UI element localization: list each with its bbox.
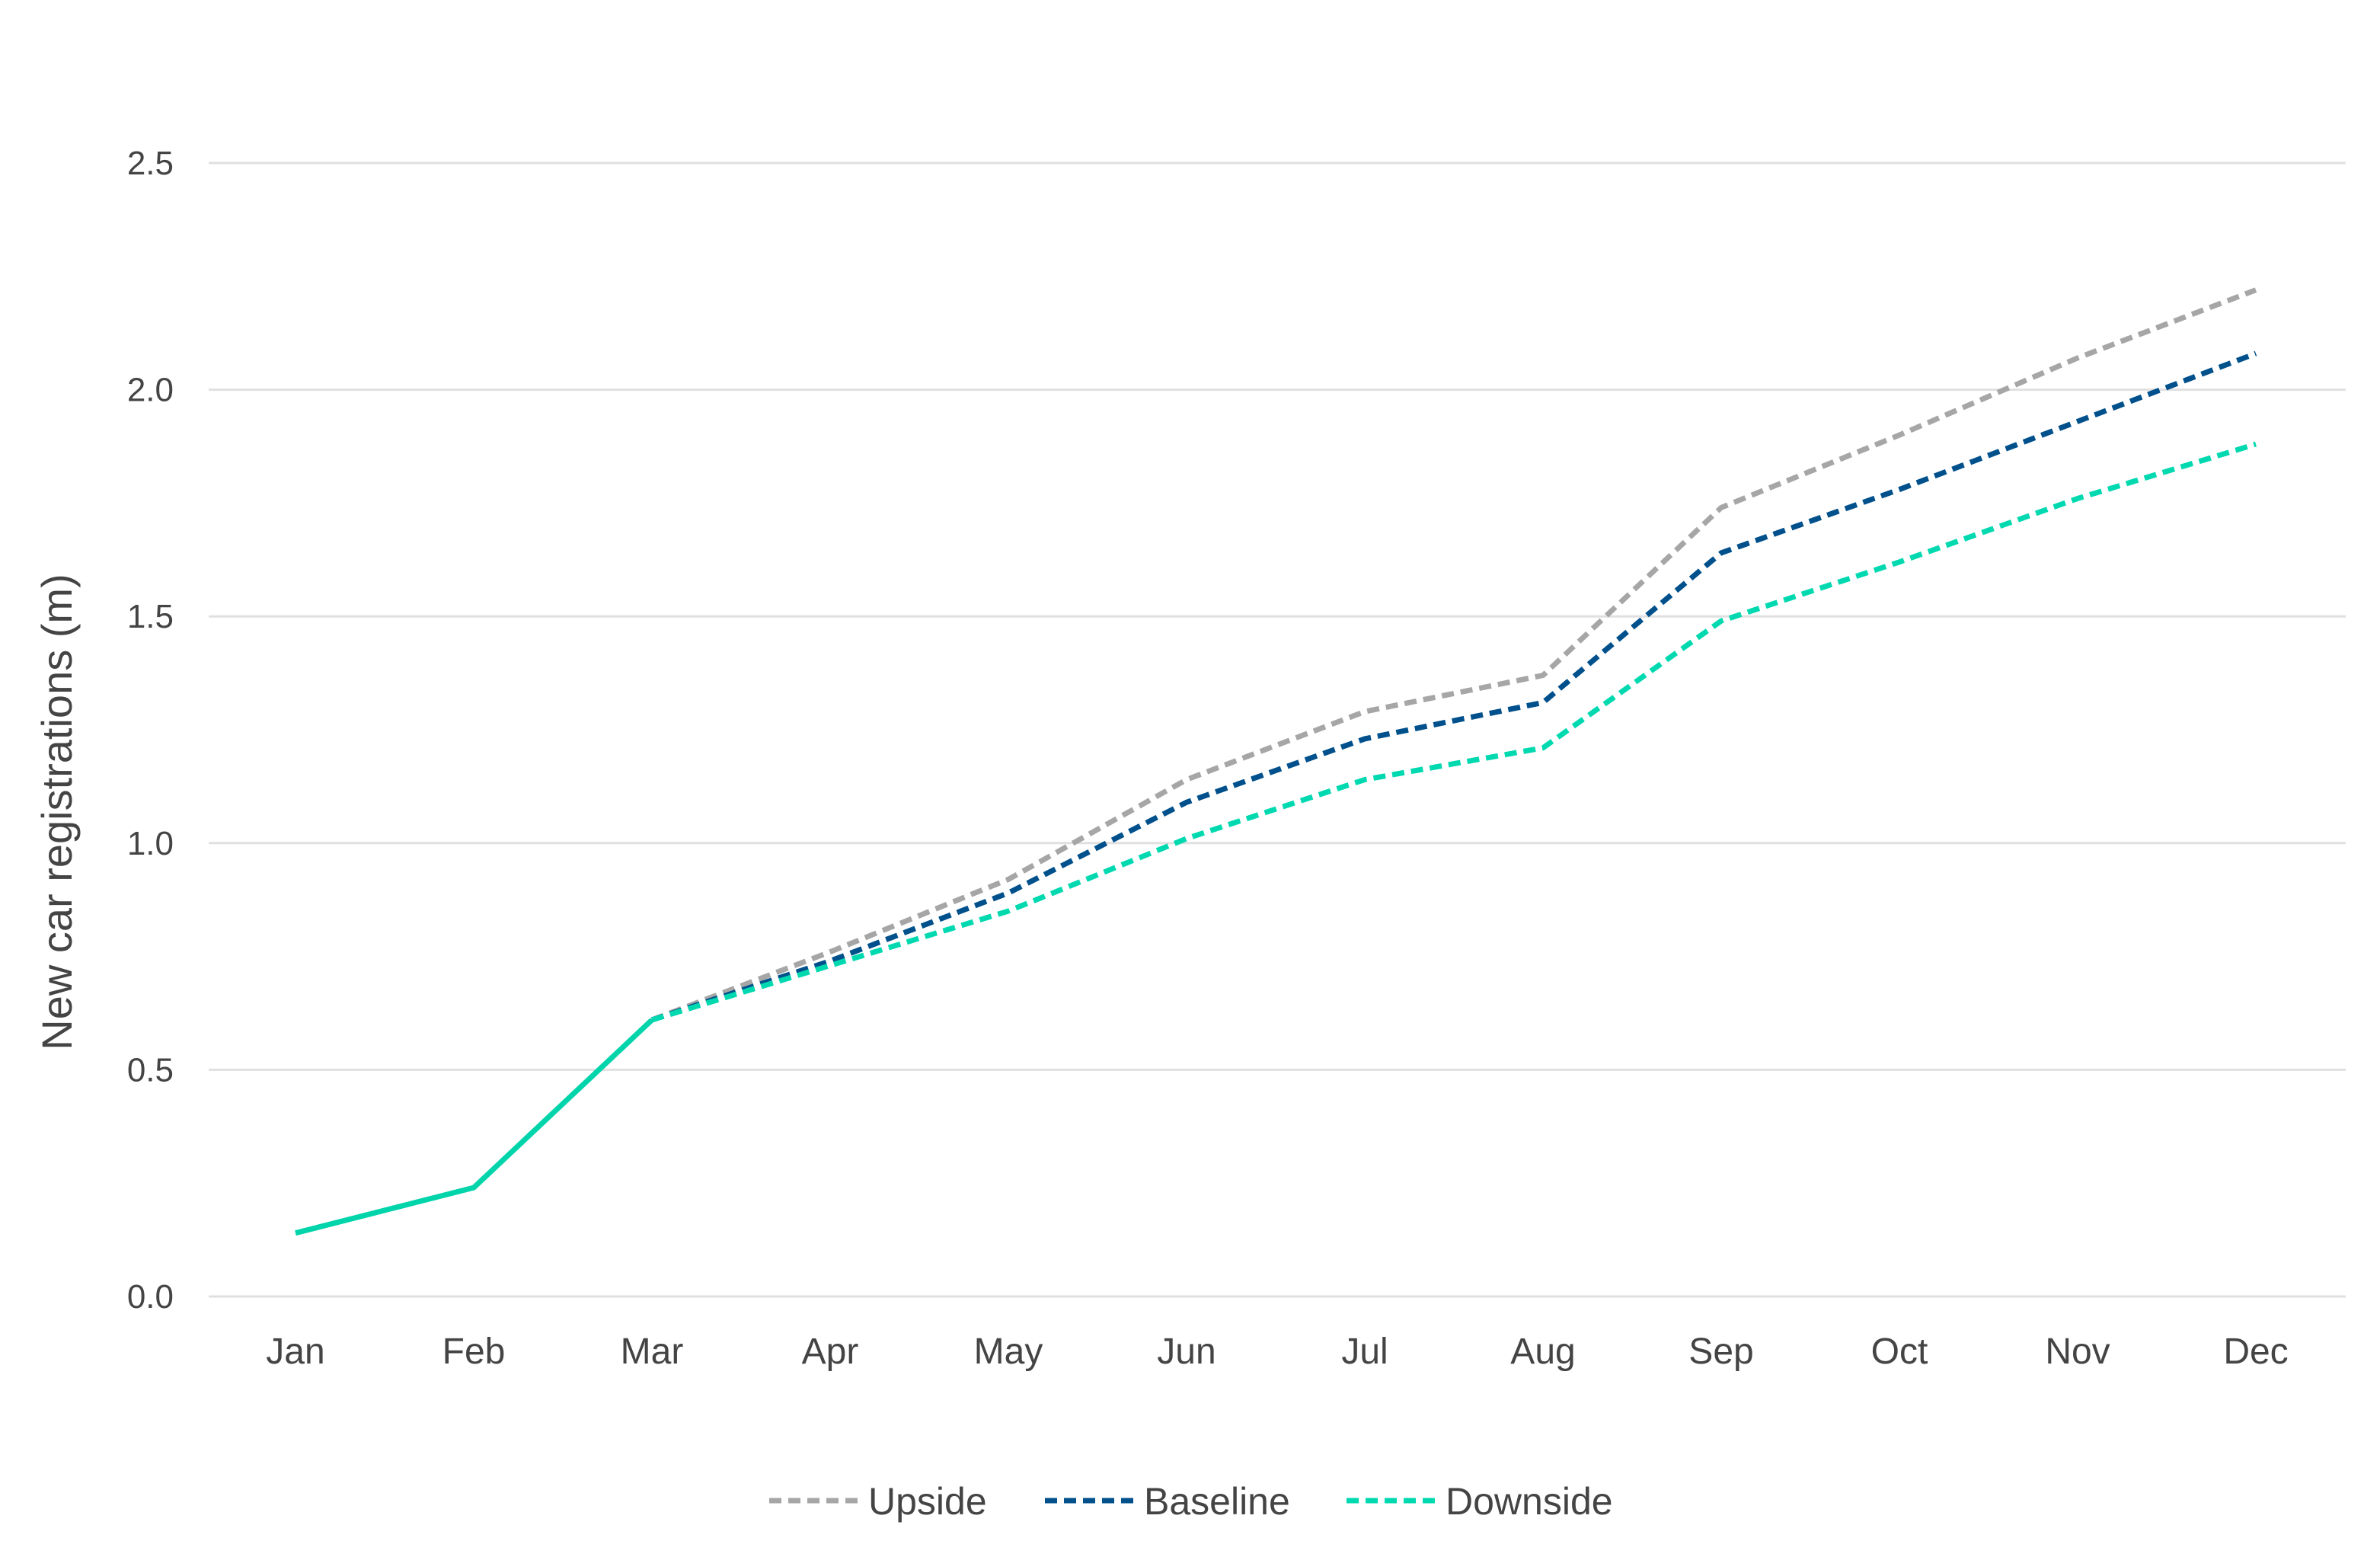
legend-label: Baseline <box>1144 1480 1290 1523</box>
y-tick-label: 1.0 <box>127 825 174 862</box>
x-tick-label: Aug <box>1510 1332 1575 1372</box>
y-axis-ticks: 0.0 0.5 1.0 1.5 2.0 2.5 <box>127 145 174 1316</box>
y-tick-label: 2.5 <box>127 145 174 182</box>
legend: Upside Baseline Downside <box>769 1480 1613 1523</box>
y-tick-label: 1.5 <box>127 598 174 635</box>
y-tick-label: 0.5 <box>127 1051 174 1089</box>
series-lines <box>295 287 2257 1236</box>
x-axis-ticks: Jan Feb Mar Apr May Jun Jul Aug Sep Oct Nov Dec <box>266 1332 2288 1372</box>
series-line-actual <box>295 1018 654 1236</box>
x-tick-label: Dec <box>2223 1332 2288 1372</box>
x-tick-label: May <box>974 1332 1043 1372</box>
series-line-downside <box>650 441 2257 1023</box>
series-line-baseline <box>650 350 2257 1023</box>
x-tick-label: Apr <box>802 1332 859 1372</box>
x-tick-label: Sep <box>1688 1332 1753 1372</box>
x-tick-label: Feb <box>442 1332 506 1372</box>
x-tick-label: Jun <box>1157 1332 1216 1372</box>
y-axis-label: New car registrations (m) <box>33 574 81 1050</box>
x-tick-label: Nov <box>2045 1332 2110 1372</box>
y-tick-label: 2.0 <box>127 372 174 409</box>
x-tick-label: Jan <box>266 1332 324 1372</box>
series-line-upside <box>650 287 2257 1023</box>
legend-label: Upside <box>868 1480 987 1523</box>
gridlines <box>209 161 2346 1298</box>
x-tick-label: Mar <box>621 1332 684 1372</box>
y-tick-label: 0.0 <box>127 1278 174 1316</box>
x-tick-label: Jul <box>1341 1332 1388 1372</box>
x-tick-label: Oct <box>1871 1332 1928 1372</box>
legend-label: Downside <box>1446 1480 1613 1523</box>
